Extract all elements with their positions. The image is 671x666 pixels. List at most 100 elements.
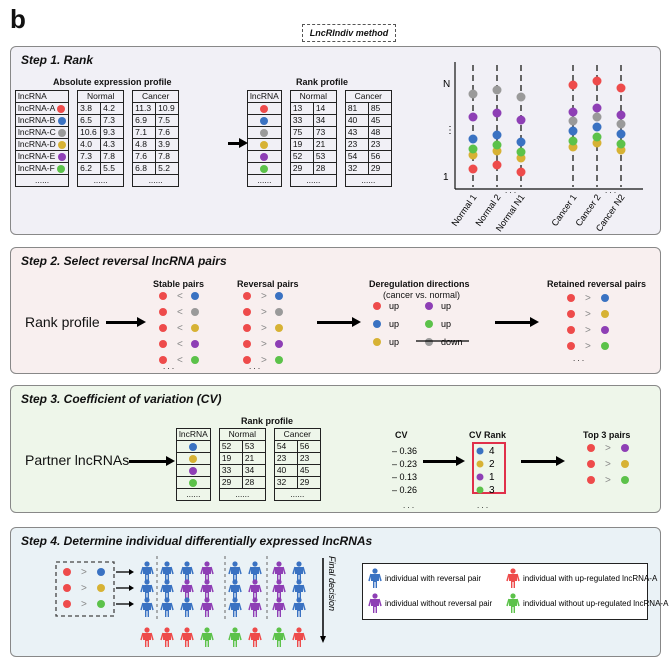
- person-arm: [238, 602, 242, 611]
- step3-rank-title: Rank profile: [241, 416, 294, 426]
- lncrna-name: lncRNA-D: [18, 139, 59, 149]
- ellipsis-cell: ......: [344, 174, 392, 187]
- decision-icon: [292, 627, 306, 647]
- normal-value: 4.3: [100, 138, 125, 151]
- lncrna-rank-point: [616, 110, 626, 120]
- person-head: [372, 568, 378, 574]
- legend-person-icon: [368, 568, 382, 588]
- cancer-value: 54: [344, 150, 369, 163]
- partner-label: Partner lncRNAs: [25, 452, 130, 468]
- stable-right-dot: [191, 340, 199, 348]
- legend-label: individual with up-regulated lncRNA-A: [523, 574, 658, 583]
- individual-icon: [140, 579, 154, 599]
- pair-dashed-box: [55, 561, 115, 617]
- pair-left-dot: [63, 568, 71, 576]
- individual-icon: [248, 579, 262, 599]
- retained-ellipsis: . . .: [573, 354, 584, 363]
- lncrna-rank-point: [568, 80, 578, 90]
- top3-right-dot: [621, 460, 629, 468]
- table-row: 33 34 40 45: [247, 114, 392, 127]
- person-body: [371, 574, 379, 588]
- person-arm: [248, 584, 252, 593]
- lncrna-rank-point: [616, 83, 626, 93]
- person-body: [203, 585, 211, 599]
- lncrna-rank-point: [492, 140, 502, 150]
- gt-symbol: >: [585, 341, 591, 352]
- cell-gap: [69, 115, 78, 127]
- normal-value: 33: [289, 114, 314, 127]
- legend-person-icon: [506, 568, 520, 588]
- person-head: [204, 561, 210, 567]
- person-head: [296, 627, 302, 633]
- reversal-left-dot: [243, 308, 251, 316]
- cv-ellipsis: . . .: [403, 501, 414, 510]
- normal-value: 7.3: [100, 114, 125, 127]
- lncrna-name: lncRNA-F: [18, 163, 58, 173]
- lncrna-cell: [247, 138, 282, 151]
- ellipsis-cell: ......: [289, 174, 337, 187]
- person-arm: [516, 573, 520, 582]
- step1-panel: Step 1. Rank Absolute expression profile…: [10, 46, 661, 235]
- person-arm: [228, 632, 232, 641]
- lncrna-cell: lncRNA-C: [14, 126, 70, 139]
- person-body: [143, 585, 151, 599]
- normal-value: 28: [312, 162, 337, 175]
- top3-left-dot: [587, 476, 595, 484]
- person-body: [251, 567, 259, 581]
- person-body: [231, 585, 239, 599]
- header-cancer: Cancer: [344, 90, 392, 103]
- person-arm: [282, 566, 286, 575]
- color-dot: [57, 164, 66, 173]
- gt-symbol: >: [261, 355, 267, 366]
- dereg-sub-label: (cancer vs. normal): [383, 290, 461, 300]
- individual-icon: [180, 561, 194, 581]
- cancer-value: 3.9: [155, 138, 180, 151]
- color-dot: [260, 140, 269, 149]
- person-arm: [302, 566, 306, 575]
- cancer-value: 7.6: [155, 126, 180, 139]
- lncrna-rank-point: [616, 139, 626, 149]
- lncrna-rank-point: [516, 147, 526, 157]
- dereg-dot: [425, 302, 433, 310]
- final-decision-arrowhead: [320, 636, 326, 643]
- cancer-value: 85: [367, 102, 392, 115]
- gt-symbol: >: [585, 293, 591, 304]
- abs-profile-title: Absolute expression profile: [53, 77, 172, 87]
- lt-symbol: <: [177, 355, 183, 366]
- cell-gap: [124, 103, 133, 115]
- lncrna-rank-point: [616, 119, 626, 129]
- person-arm: [190, 632, 194, 641]
- individual-icon: [272, 561, 286, 581]
- normal-value: 53: [312, 150, 337, 163]
- person-head: [276, 627, 282, 633]
- person-body: [183, 567, 191, 581]
- lncrna-rank-point: [492, 85, 502, 95]
- reversal-right-dot: [275, 356, 283, 364]
- lncrna-rank-point: [468, 144, 478, 154]
- cell-gap: [281, 127, 290, 139]
- person-body: [295, 567, 303, 581]
- header-normal: Normal: [77, 90, 125, 103]
- step4-panel: Step 4. Determine individual differentia…: [10, 527, 669, 657]
- cancer-value: 43: [344, 126, 369, 139]
- cell-gap: [281, 163, 290, 175]
- ellipsis-cell: ......: [247, 174, 282, 187]
- individual-icon: [228, 561, 242, 581]
- cancer-value: 45: [367, 114, 392, 127]
- individual-icon: [248, 597, 262, 617]
- rank-ellipsis: . . .: [477, 501, 488, 510]
- cv-rank-value: 3: [489, 485, 495, 496]
- person-body: [163, 633, 171, 647]
- lncrna-rank-point: [516, 115, 526, 125]
- stable-right-dot: [191, 308, 199, 316]
- color-dot: [260, 152, 269, 161]
- legend-label: individual with reversal pair: [385, 574, 481, 583]
- step4-title: Step 4. Determine individual differentia…: [21, 534, 373, 548]
- person-arm: [170, 566, 174, 575]
- gt-symbol: >: [605, 443, 611, 454]
- cancer-value: 5.2: [155, 162, 180, 175]
- person-body: [143, 633, 151, 647]
- individual-icon: [228, 579, 242, 599]
- header-gap: [281, 91, 290, 103]
